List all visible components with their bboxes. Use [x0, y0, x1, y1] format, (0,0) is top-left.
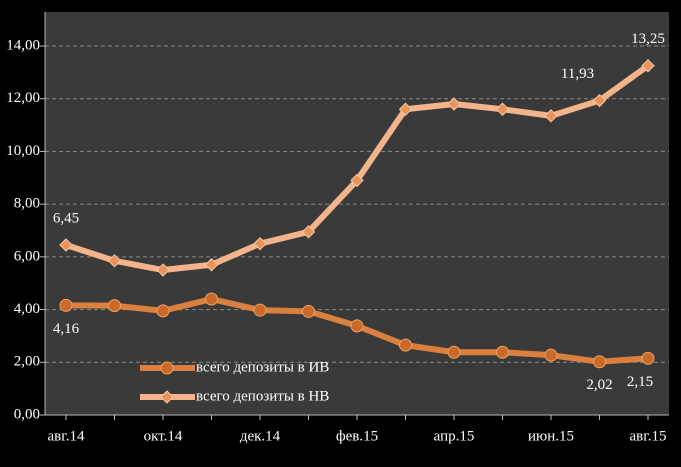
legend-marker	[160, 390, 174, 404]
data-label: 2,15	[627, 374, 653, 390]
marker	[641, 59, 655, 73]
marker	[59, 298, 73, 312]
y-tick-label: 4,00	[14, 301, 40, 317]
data-label: 11,93	[561, 66, 594, 82]
marker	[496, 345, 509, 359]
x-tick-label: авг.14	[48, 428, 85, 444]
marker	[301, 225, 316, 239]
y-tick-label: 12,00	[6, 90, 40, 106]
x-tick-label: дек.14	[240, 428, 281, 444]
plot-area	[45, 12, 669, 415]
marker	[398, 102, 413, 116]
data-label: 4,16	[53, 321, 80, 337]
marker	[641, 351, 655, 365]
marker	[399, 338, 412, 352]
marker	[107, 254, 122, 268]
marker	[544, 348, 558, 362]
marker	[156, 263, 170, 277]
x-tick-label: июн.15	[528, 428, 574, 444]
marker	[59, 238, 73, 252]
marker	[253, 303, 267, 317]
x-tick-label: окт.14	[144, 428, 183, 444]
marker	[350, 319, 364, 333]
y-tick-label: 14,00	[6, 37, 40, 53]
y-tick-label: 0,00	[14, 406, 40, 422]
data-label: 13,25	[631, 31, 665, 47]
marker	[447, 345, 461, 359]
y-tick-label: 8,00	[14, 196, 40, 212]
marker	[205, 292, 218, 306]
legend-label: всего депозиты в ИВ	[196, 359, 329, 375]
marker	[447, 97, 461, 111]
marker	[593, 355, 606, 369]
legend-label: всего депозиты в НВ	[196, 388, 329, 404]
x-tick-label: апр.15	[434, 428, 475, 444]
marker	[156, 304, 170, 318]
y-tick-label: 10,00	[6, 143, 40, 159]
data-label: 2,02	[586, 377, 612, 393]
marker	[108, 299, 121, 313]
marker	[302, 304, 315, 318]
marker	[544, 109, 558, 123]
marker	[204, 258, 219, 272]
marker	[592, 93, 607, 108]
marker	[350, 173, 364, 188]
y-tick-label: 6,00	[14, 248, 40, 264]
data-label: 6,45	[53, 210, 79, 226]
marker	[253, 236, 267, 251]
legend-marker	[160, 361, 174, 375]
x-tick-label: фев.15	[336, 428, 378, 444]
x-tick-label: авг.15	[630, 428, 667, 444]
marker	[495, 102, 510, 116]
y-tick-label: 2,00	[14, 354, 40, 370]
